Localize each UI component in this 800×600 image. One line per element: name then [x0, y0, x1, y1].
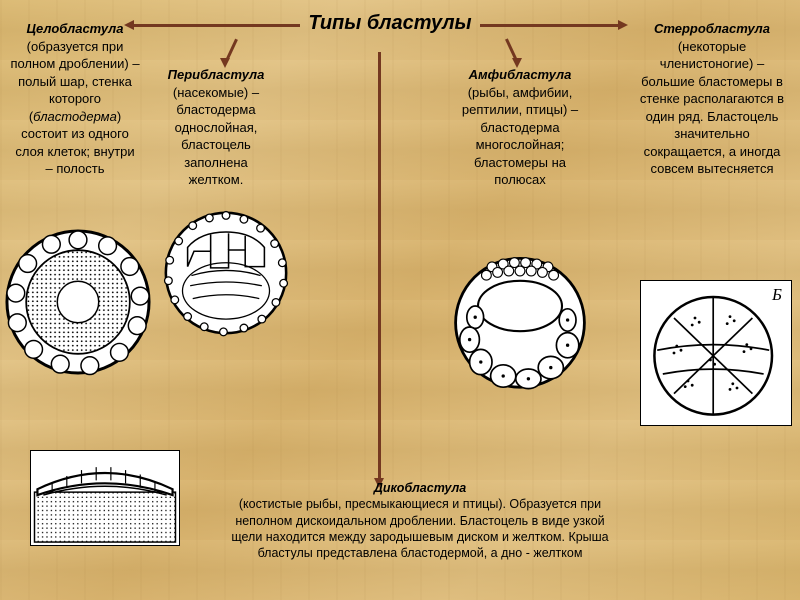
bottom-desc: (костистые рыбы, пресмыкающиеся и птицы)…	[231, 497, 608, 560]
col1-italic: бластодерма	[33, 109, 117, 124]
col2-desc: (насекомые) – бластодерма однослойная, б…	[173, 85, 259, 188]
col-periblastula: Перибластула (насекомые) – бластодерма о…	[156, 66, 276, 189]
col3-desc: (рыбы, амфибии, рептилии, птицы) – бласт…	[462, 85, 578, 188]
diagram-celoblastula	[4, 228, 152, 376]
bottom-name: Дикобластула	[374, 481, 466, 495]
peri-svg	[162, 209, 290, 337]
col3-name: Амфибластула	[469, 67, 572, 82]
col-sterroblastula: Стерробластула (некоторые членистоногие)…	[632, 20, 792, 178]
amphi-svg	[450, 250, 590, 390]
disco-svg	[31, 451, 179, 545]
arrow-1	[130, 24, 300, 27]
col2-name: Перибластула	[168, 67, 265, 82]
col-amphiblastula: Амфибластула (рыбы, амфибии, рептилии, п…	[455, 66, 585, 189]
arrow-5	[378, 52, 381, 480]
diagram-discoblastula	[30, 450, 180, 546]
col4-desc: (некоторые членистоногие) – большие блас…	[640, 39, 784, 177]
col-celoblastula: Целобластула (образуется при полном дроб…	[10, 20, 140, 178]
diagram-sterroblastula: Б	[640, 280, 792, 426]
arrow-4	[480, 24, 620, 27]
celo-svg	[4, 228, 152, 376]
sterro-svg: Б	[646, 283, 786, 423]
col1-name: Целобластула	[27, 21, 124, 36]
diagram-amphiblastula	[450, 250, 590, 390]
arrow-4-head	[618, 20, 628, 30]
sterro-label: Б	[771, 285, 782, 304]
bottom-discoblastula: Дикобластула (костистые рыбы, пресмыкающ…	[220, 480, 620, 561]
main-title: Типы бластулы	[300, 12, 480, 35]
col4-name: Стерробластула	[654, 21, 770, 36]
diagram-periblastula	[162, 208, 290, 338]
content-layer: Типы бластулы Целобластула (образуется п…	[0, 0, 800, 600]
